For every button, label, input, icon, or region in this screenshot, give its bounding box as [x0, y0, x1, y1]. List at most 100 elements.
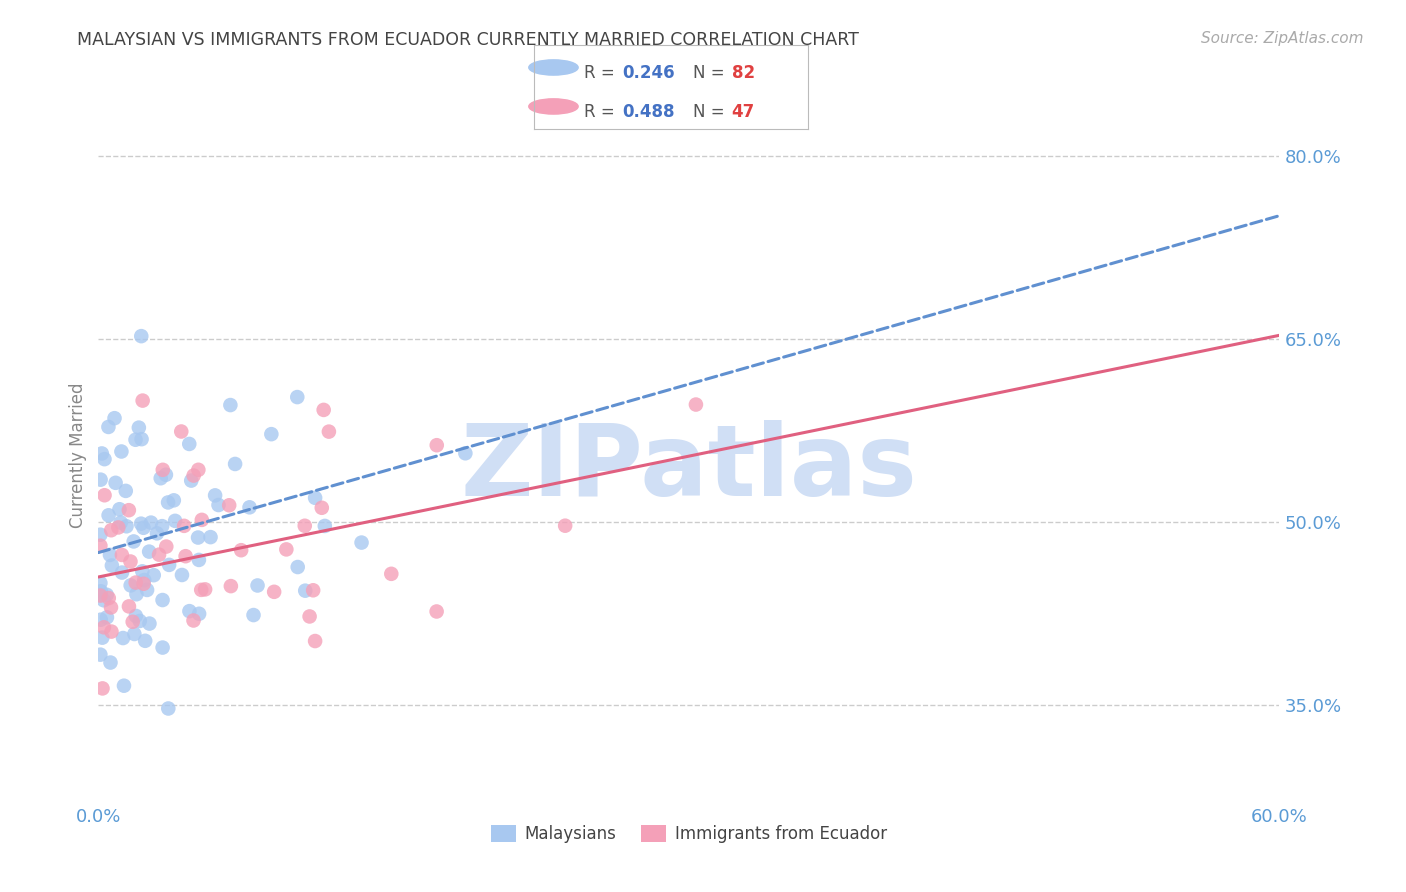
Point [304, 634, 326, 648]
Point [426, 438, 449, 452]
Point [179, 604, 201, 618]
Point [103, 411, 125, 425]
Text: Source: ZipAtlas.com: Source: ZipAtlas.com [1201, 31, 1364, 46]
Point [89, 539, 111, 553]
Point [298, 609, 321, 624]
Point [93, 488, 115, 502]
Point [93, 620, 115, 634]
Point [100, 600, 122, 615]
Point [152, 593, 174, 607]
Point [90, 446, 112, 460]
Point [170, 568, 193, 582]
Text: R =: R = [583, 103, 620, 120]
Point [204, 488, 226, 502]
Text: MALAYSIAN VS IMMIGRANTS FROM ECUADOR CURRENTLY MARRIED CORRELATION CHART: MALAYSIAN VS IMMIGRANTS FROM ECUADOR CUR… [77, 31, 859, 49]
Point [90, 613, 112, 627]
Point [183, 614, 205, 628]
Point [454, 446, 477, 460]
Point [131, 432, 153, 446]
Point [190, 582, 212, 597]
Point [89, 527, 111, 541]
Point [134, 573, 156, 587]
Point [93, 452, 115, 467]
Point [122, 534, 145, 549]
Point [231, 543, 253, 558]
Text: 82: 82 [731, 64, 755, 82]
Point [111, 566, 134, 580]
Point [91, 681, 114, 696]
Point [128, 614, 150, 628]
Point [263, 584, 285, 599]
Text: 0.488: 0.488 [621, 103, 675, 120]
Point [100, 656, 122, 670]
Point [136, 582, 159, 597]
Point [191, 513, 214, 527]
Text: N =: N = [693, 103, 730, 120]
Point [183, 468, 205, 483]
Point [157, 558, 180, 572]
Point [174, 549, 197, 564]
Point [115, 519, 138, 533]
Point [219, 579, 242, 593]
Y-axis label: Currently Married: Currently Married [69, 382, 87, 528]
Text: ZIPatlas: ZIPatlas [461, 420, 917, 517]
Point [188, 607, 211, 621]
Point [104, 475, 127, 490]
Point [139, 516, 162, 530]
Point [314, 519, 336, 533]
Point [426, 605, 449, 619]
Point [100, 523, 122, 537]
Point [152, 640, 174, 655]
Point [90, 584, 112, 599]
Point [89, 648, 111, 662]
Text: 47: 47 [731, 103, 755, 120]
Point [146, 526, 169, 541]
Point [152, 463, 174, 477]
Point [179, 437, 201, 451]
Point [311, 500, 333, 515]
Point [219, 398, 242, 412]
Point [380, 566, 402, 581]
Point [101, 558, 124, 573]
Point [138, 544, 160, 558]
Point [120, 554, 142, 568]
Point [100, 624, 122, 639]
Point [134, 633, 156, 648]
Point [120, 578, 142, 592]
Point [111, 548, 134, 562]
Point [118, 503, 141, 517]
Point [93, 593, 115, 607]
Point [89, 576, 111, 591]
Circle shape [529, 60, 578, 75]
Point [124, 627, 146, 641]
Point [118, 599, 141, 614]
Point [170, 425, 193, 439]
Point [110, 516, 132, 530]
Point [187, 553, 209, 567]
Circle shape [529, 99, 578, 114]
Point [304, 491, 326, 505]
Point [218, 498, 240, 512]
Text: R =: R = [583, 64, 620, 82]
Point [111, 631, 134, 645]
Point [125, 608, 148, 623]
Point [129, 516, 152, 531]
Point [138, 616, 160, 631]
Point [242, 608, 264, 623]
Point [155, 540, 177, 554]
Point [200, 530, 222, 544]
Point [180, 474, 202, 488]
Point [124, 575, 146, 590]
Point [187, 463, 209, 477]
Point [276, 542, 298, 557]
Point [89, 589, 111, 603]
Point [90, 473, 112, 487]
Point [207, 498, 229, 512]
Point [685, 398, 707, 412]
Point [108, 502, 131, 516]
Text: 0.246: 0.246 [621, 64, 675, 82]
Point [238, 500, 260, 515]
Point [165, 514, 187, 528]
Point [302, 583, 325, 598]
Point [97, 420, 120, 434]
